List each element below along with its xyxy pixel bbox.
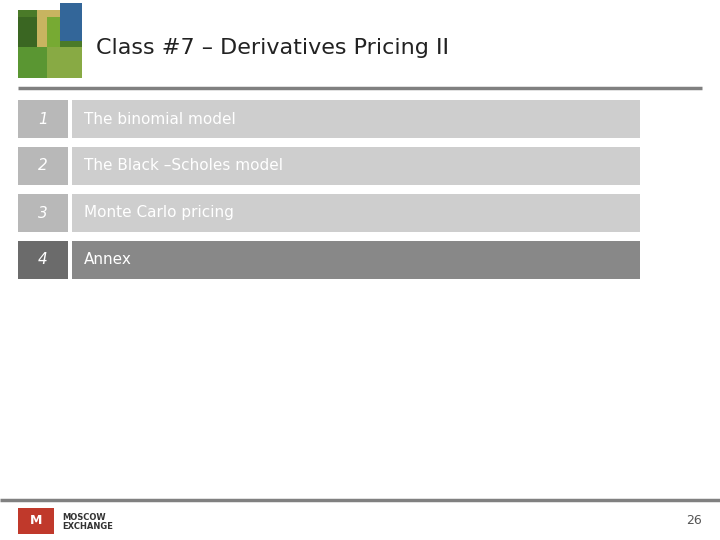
Bar	[72, 241, 640, 279]
Bar	[72, 194, 640, 232]
Bar	[18, 241, 68, 279]
Bar	[37, 10, 60, 48]
Bar	[72, 147, 640, 185]
Bar	[18, 147, 68, 185]
Text: 1: 1	[38, 111, 48, 126]
Text: The binomial model: The binomial model	[84, 111, 235, 126]
Bar	[72, 100, 640, 138]
Bar	[18, 194, 68, 232]
Text: 4: 4	[38, 253, 48, 267]
Bar	[47, 17, 60, 48]
Text: EXCHANGE: EXCHANGE	[62, 522, 113, 531]
Text: 2: 2	[38, 159, 48, 173]
Bar	[18, 10, 82, 78]
Bar	[47, 48, 82, 78]
Bar	[18, 100, 68, 138]
Text: Annex: Annex	[84, 253, 132, 267]
Bar	[60, 3, 82, 40]
Bar	[18, 40, 47, 78]
Text: Monte Carlo pricing: Monte Carlo pricing	[84, 206, 234, 220]
Bar	[18, 508, 54, 534]
Text: M: M	[30, 515, 42, 528]
Text: The Black –Scholes model: The Black –Scholes model	[84, 159, 283, 173]
Text: 3: 3	[38, 206, 48, 220]
Text: MOSCOW: MOSCOW	[62, 514, 106, 522]
Bar	[18, 17, 37, 48]
Text: 26: 26	[686, 515, 702, 528]
Text: Class #7 – Derivatives Pricing II: Class #7 – Derivatives Pricing II	[96, 38, 449, 58]
